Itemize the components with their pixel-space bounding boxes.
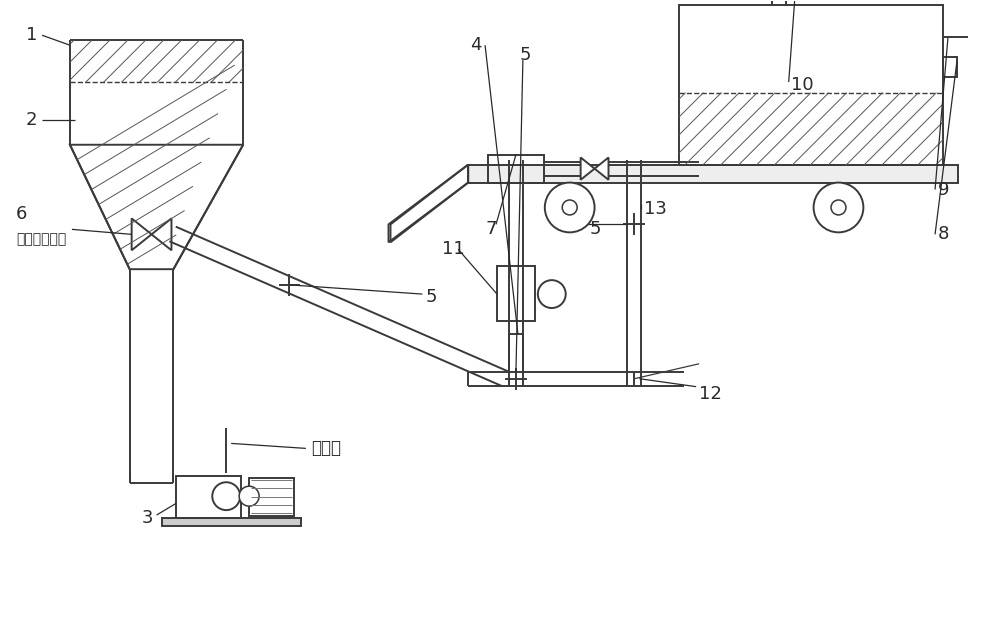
Polygon shape — [595, 157, 609, 180]
Bar — [488, 155, 544, 183]
Bar — [943, 57, 957, 77]
Circle shape — [814, 183, 863, 232]
Text: 13: 13 — [644, 200, 667, 218]
Text: 3: 3 — [142, 509, 153, 527]
Circle shape — [212, 482, 240, 510]
Text: 8: 8 — [938, 225, 949, 243]
Text: 5: 5 — [425, 288, 437, 306]
Polygon shape — [581, 157, 595, 180]
Text: 10: 10 — [791, 76, 813, 94]
Bar — [162, 518, 301, 526]
Text: 6: 6 — [16, 205, 28, 223]
Polygon shape — [132, 218, 152, 250]
Bar — [176, 476, 241, 518]
Circle shape — [545, 183, 595, 232]
Circle shape — [562, 200, 577, 215]
Bar — [468, 165, 958, 183]
Text: 4: 4 — [470, 36, 482, 54]
Text: 交换罐交汇处: 交换罐交汇处 — [16, 232, 66, 246]
Text: 12: 12 — [699, 384, 722, 402]
Circle shape — [239, 486, 259, 506]
Text: 9: 9 — [938, 180, 950, 198]
Bar — [249, 478, 294, 516]
Text: 5: 5 — [520, 46, 531, 64]
Circle shape — [831, 200, 846, 215]
Bar — [679, 6, 943, 165]
Polygon shape — [152, 218, 171, 250]
Text: 集光管: 集光管 — [311, 439, 341, 457]
Text: 7: 7 — [485, 220, 497, 238]
Text: 11: 11 — [442, 240, 465, 258]
Circle shape — [538, 280, 566, 308]
Text: 1: 1 — [26, 26, 37, 44]
Text: 2: 2 — [26, 111, 38, 129]
Bar — [497, 266, 535, 321]
Text: 5: 5 — [590, 220, 601, 238]
